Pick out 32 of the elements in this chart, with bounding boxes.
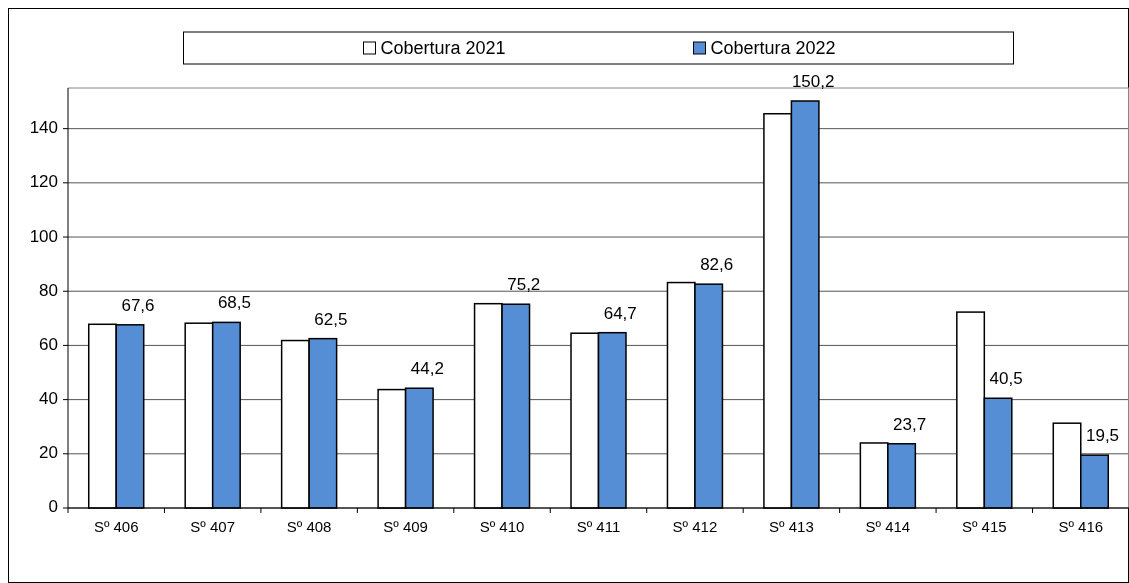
data-label: 150,2 [791, 72, 835, 92]
y-tick-label: 80 [39, 280, 58, 300]
x-tick-label: Sº 415 [961, 518, 1007, 535]
x-tick-label: Sº 410 [479, 518, 525, 535]
x-tick-label: Sº 411 [576, 518, 621, 535]
data-label: 67,6 [121, 295, 155, 315]
data-label: 62,5 [314, 309, 348, 329]
data-label: 40,5 [989, 369, 1023, 389]
x-tick-label: Sº 407 [190, 518, 236, 535]
y-tick-label: 60 [39, 334, 58, 354]
legend-label: Cobertura 2021 [380, 37, 506, 58]
data-label: 64,7 [603, 303, 637, 323]
data-label: 82,6 [700, 255, 734, 275]
y-tick-label: 40 [39, 389, 58, 409]
x-tick-label: Sº 409 [383, 518, 428, 535]
y-tick-label: 120 [29, 172, 58, 192]
y-tick-label: 100 [29, 226, 58, 246]
x-tick-label: Sº 406 [93, 518, 139, 535]
x-tick-label: Sº 408 [286, 518, 332, 535]
data-label: 44,2 [410, 359, 444, 379]
data-label: 23,7 [893, 414, 927, 434]
x-tick-label: Sº 414 [865, 518, 911, 535]
y-tick-label: 140 [29, 118, 58, 138]
x-tick-label: Sº 413 [769, 518, 814, 535]
data-label: 68,5 [217, 293, 251, 313]
legend-label: Cobertura 2022 [710, 37, 836, 58]
y-tick-label: 0 [48, 497, 58, 517]
x-tick-label: Sº 412 [672, 518, 718, 535]
x-tick-label: Sº 416 [1058, 518, 1104, 535]
data-label: 19,5 [1085, 426, 1120, 446]
y-tick-label: 20 [39, 443, 58, 463]
data-label: 75,2 [507, 275, 541, 295]
